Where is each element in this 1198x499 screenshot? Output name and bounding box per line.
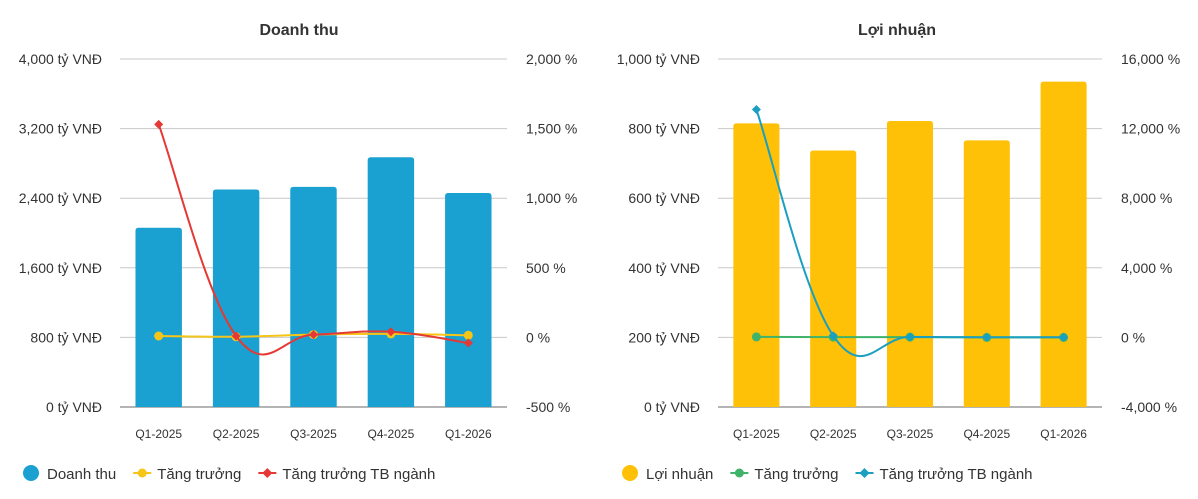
y-right-tick-label: 16,000 %: [1121, 51, 1180, 67]
line-point: [309, 330, 318, 340]
x-tick-label: Q4-2025: [963, 427, 1010, 441]
line-point: [982, 332, 992, 342]
line-point: [154, 331, 164, 341]
series-line: [157, 124, 469, 356]
legend-label: Lợi nhuận: [646, 466, 713, 483]
line-point: [386, 327, 396, 337]
line-point: [905, 332, 915, 342]
y-left-tick-label: 400 tỷ VNĐ: [628, 260, 700, 276]
y-left-tick-label: 2,400 tỷ VNĐ: [19, 190, 102, 206]
legend-label: Tăng trưởng: [754, 466, 838, 483]
y-right-tick-label: 2,000 %: [526, 51, 577, 67]
x-tick-label: Q4-2025: [368, 427, 415, 441]
y-left-tick-label: 800 tỷ VNĐ: [628, 121, 700, 137]
y-left-tick-label: 800 tỷ VNĐ: [30, 329, 102, 345]
line-point: [154, 119, 164, 129]
series-line: [755, 109, 1064, 358]
y-right-tick-label: 0 %: [1121, 329, 1145, 345]
legend-item[interactable]: Tăng trưởng TB ngành: [855, 466, 1033, 483]
legend-label: Tăng trưởng TB ngành: [879, 466, 1032, 483]
line-point: [828, 331, 838, 341]
legend-item[interactable]: Tăng trưởng: [730, 466, 838, 483]
legend-label: Doanh thu: [47, 466, 116, 483]
y-right-tick-label: 12,000 %: [1121, 121, 1180, 137]
y-right-tick-label: 1,500 %: [526, 121, 577, 137]
legend-item[interactable]: Tăng trưởng TB ngành: [258, 466, 435, 483]
y-left-tick-label: 1,600 tỷ VNĐ: [19, 260, 102, 276]
y-right-tick-label: -4,000 %: [1121, 399, 1177, 415]
y-left-tick-label: 0 tỷ VNĐ: [46, 399, 102, 415]
line-point: [751, 105, 761, 114]
bar-Q2-2025: [810, 150, 857, 408]
x-tick-label: Q2-2025: [213, 427, 260, 441]
chart-title: Lợi nhuận: [858, 22, 936, 39]
bar-Q3-2025: [290, 186, 337, 407]
y-left-tick-label: 0 tỷ VNĐ: [644, 399, 700, 415]
line-point: [751, 332, 761, 342]
x-tick-label: Q2-2025: [810, 427, 857, 441]
x-tick-label: Q3-2025: [290, 427, 337, 441]
legend-marker-icon: [262, 468, 273, 478]
bar-Q4-2025: [963, 140, 1010, 407]
y-right-tick-label: 1,000 %: [526, 190, 577, 206]
y-right-tick-label: 8,000 %: [1121, 190, 1172, 206]
x-tick-label: Q3-2025: [887, 427, 934, 441]
legend-marker-icon: [859, 468, 870, 478]
line-point: [463, 338, 473, 348]
x-tick-label: Q1-2025: [733, 427, 780, 441]
line-point: [463, 330, 473, 340]
x-tick-label: Q1-2026: [1040, 427, 1087, 441]
line-point: [231, 331, 241, 341]
y-left-tick-label: 600 tỷ VNĐ: [628, 190, 700, 206]
legend-label: Tăng trưởng TB ngành: [282, 466, 435, 483]
chart-1: Doanh thu 0 tỷ VNĐ -500 % 800 tỷ VNĐ 0 % 1,60…: [19, 22, 578, 483]
chart-2: Lợi nhuận 0 tỷ VNĐ -4,000 % 200 tỷ VNĐ 0 % 40…: [617, 22, 1180, 483]
legend-circle-icon: [622, 465, 638, 481]
chart-title: Doanh thu: [259, 22, 338, 39]
legend-label: Tăng trưởng: [157, 466, 241, 483]
legend-item[interactable]: Tăng trưởng: [133, 466, 241, 483]
y-right-tick-label: 4,000 %: [1121, 260, 1172, 276]
y-right-tick-label: 500 %: [526, 260, 566, 276]
y-left-tick-label: 200 tỷ VNĐ: [628, 329, 700, 345]
legend-item[interactable]: Lợi nhuận: [622, 465, 713, 483]
legend-item[interactable]: Doanh thu: [23, 465, 116, 483]
legend-circle-icon: [23, 465, 39, 481]
bar-Q2-2025: [212, 189, 260, 407]
bar-Q1-2026: [445, 192, 492, 407]
y-left-tick-label: 3,200 tỷ VNĐ: [19, 121, 102, 137]
line-point: [1059, 332, 1069, 342]
bar-Q3-2025: [886, 120, 934, 407]
y-right-tick-label: 0 %: [526, 329, 550, 345]
bar-Q1-2025: [135, 227, 182, 407]
x-tick-label: Q1-2025: [135, 427, 182, 441]
y-left-tick-label: 1,000 tỷ VNĐ: [617, 51, 700, 67]
x-tick-label: Q1-2026: [445, 427, 492, 441]
y-right-tick-label: -500 %: [526, 399, 570, 415]
legend-marker-icon: [734, 468, 744, 478]
bar-Q4-2025: [367, 157, 415, 407]
bar-Q1-2026: [1040, 81, 1087, 408]
y-left-tick-label: 4,000 tỷ VNĐ: [19, 51, 102, 67]
legend-marker-icon: [137, 468, 147, 478]
